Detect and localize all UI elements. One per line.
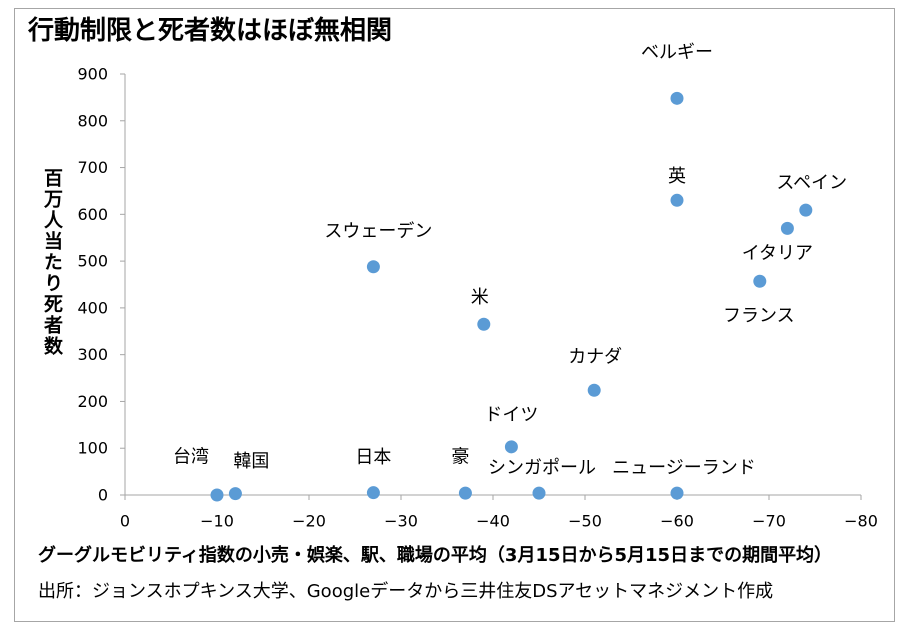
y-tick-label: 700 bbox=[77, 158, 108, 177]
x-tick-label: −80 bbox=[844, 512, 878, 531]
chart-title: 行動制限と死者数はほぼ無相関 bbox=[28, 16, 393, 46]
data-point bbox=[780, 221, 794, 235]
x-tick-label: −60 bbox=[660, 512, 694, 531]
data-label: スウェーデン bbox=[324, 221, 432, 242]
y-tick-label: 0 bbox=[98, 486, 108, 505]
data-label: 日本 bbox=[355, 447, 391, 468]
y-axis-label: 百万人当たり死者数 bbox=[41, 168, 63, 357]
x-tick-label: −70 bbox=[752, 512, 786, 531]
data-label: 英 bbox=[668, 166, 686, 187]
data-point bbox=[228, 487, 242, 501]
axes: 0 100 200 300 400 500 600 700 800 900 0 −10 −20 −30 −4… bbox=[77, 65, 877, 531]
data-label: ドイツ bbox=[484, 404, 538, 425]
data-label: 台湾 bbox=[173, 447, 209, 468]
data-point bbox=[799, 203, 813, 217]
x-tick-label: −30 bbox=[384, 512, 418, 531]
x-tick-label: −40 bbox=[476, 512, 510, 531]
data-label: ベルギー bbox=[641, 42, 713, 63]
y-tick-label: 400 bbox=[77, 298, 108, 317]
data-label: 豪 bbox=[451, 447, 469, 468]
data-points bbox=[210, 91, 813, 502]
y-tick-label: 300 bbox=[77, 345, 108, 364]
data-point bbox=[753, 274, 767, 288]
data-label: イタリア bbox=[742, 243, 813, 264]
data-point bbox=[366, 260, 380, 274]
data-point bbox=[477, 317, 491, 331]
data-label: 韓国 bbox=[233, 451, 269, 472]
data-label: ニュージーランド bbox=[612, 458, 756, 479]
x-axis-label: グーグルモビリティ指数の小売・娯楽、駅、職場の平均（3月15日から5月15日まで… bbox=[38, 545, 833, 566]
x-tick-label: −20 bbox=[292, 512, 326, 531]
data-point bbox=[587, 383, 601, 397]
x-tick-label: −50 bbox=[568, 512, 602, 531]
data-point bbox=[670, 91, 684, 105]
y-tick-label: 600 bbox=[77, 205, 108, 224]
y-tick-label: 900 bbox=[77, 65, 108, 84]
y-tick-label: 100 bbox=[77, 439, 108, 458]
x-tick-label: −10 bbox=[200, 512, 234, 531]
y-tick-label: 200 bbox=[77, 392, 108, 411]
chart-frame bbox=[14, 8, 895, 622]
data-point bbox=[670, 193, 684, 207]
data-point bbox=[670, 486, 684, 500]
data-label: フランス bbox=[723, 306, 795, 327]
data-label: スペイン bbox=[776, 173, 847, 194]
x-tick-label: 0 bbox=[120, 512, 130, 531]
data-point bbox=[504, 440, 518, 454]
data-point bbox=[366, 486, 380, 500]
data-point bbox=[458, 486, 472, 500]
y-tick-label: 800 bbox=[77, 111, 108, 130]
y-tick-label: 500 bbox=[77, 252, 108, 271]
data-label: 米 bbox=[471, 287, 489, 308]
data-point bbox=[210, 488, 224, 502]
data-point bbox=[532, 486, 546, 500]
source-note: 出所：ジョンスホプキンス大学、Googleデータから三井住友DSアセットマネジメ… bbox=[38, 581, 774, 602]
data-label: カナダ bbox=[568, 347, 622, 368]
data-label: シンガポール bbox=[488, 458, 596, 479]
